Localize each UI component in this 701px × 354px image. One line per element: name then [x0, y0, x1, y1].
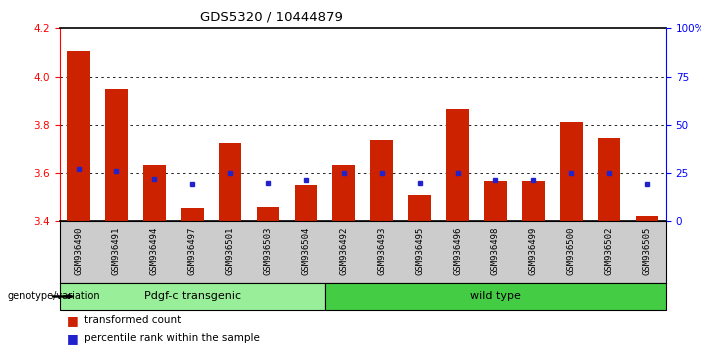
- Bar: [67, 51, 90, 221]
- Bar: [446, 109, 469, 221]
- Bar: [105, 88, 128, 221]
- Text: ■: ■: [67, 332, 79, 344]
- Text: Pdgf-c transgenic: Pdgf-c transgenic: [144, 291, 240, 302]
- Bar: [294, 185, 318, 221]
- Bar: [332, 165, 355, 221]
- Bar: [219, 143, 241, 221]
- Text: wild type: wild type: [470, 291, 521, 302]
- Text: GSM936501: GSM936501: [226, 226, 235, 275]
- Text: GSM936492: GSM936492: [339, 226, 348, 275]
- Text: percentile rank within the sample: percentile rank within the sample: [84, 333, 260, 343]
- Bar: [484, 182, 507, 221]
- Text: GSM936499: GSM936499: [529, 226, 538, 275]
- Text: GSM936498: GSM936498: [491, 226, 500, 275]
- Text: GSM936505: GSM936505: [643, 226, 651, 275]
- Bar: [181, 208, 203, 221]
- Bar: [370, 141, 393, 221]
- Bar: [257, 207, 280, 221]
- Text: GSM936496: GSM936496: [453, 226, 462, 275]
- Text: GSM936491: GSM936491: [112, 226, 121, 275]
- Text: GSM936504: GSM936504: [301, 226, 311, 275]
- Text: GDS5320 / 10444879: GDS5320 / 10444879: [200, 11, 343, 24]
- Bar: [60, 283, 325, 310]
- Text: GSM936494: GSM936494: [150, 226, 159, 275]
- Text: GSM936500: GSM936500: [566, 226, 576, 275]
- Text: GSM936503: GSM936503: [264, 226, 273, 275]
- Bar: [408, 195, 431, 221]
- Bar: [636, 216, 658, 221]
- Bar: [325, 283, 666, 310]
- Bar: [560, 122, 583, 221]
- Text: GSM936493: GSM936493: [377, 226, 386, 275]
- Bar: [598, 138, 620, 221]
- Text: GSM936502: GSM936502: [604, 226, 613, 275]
- Bar: [522, 182, 545, 221]
- Text: GSM936497: GSM936497: [188, 226, 197, 275]
- Text: GSM936495: GSM936495: [415, 226, 424, 275]
- Text: transformed count: transformed count: [84, 315, 182, 325]
- Text: ■: ■: [67, 314, 79, 327]
- Text: genotype/variation: genotype/variation: [7, 291, 100, 302]
- Bar: [143, 165, 165, 221]
- Text: GSM936490: GSM936490: [74, 226, 83, 275]
